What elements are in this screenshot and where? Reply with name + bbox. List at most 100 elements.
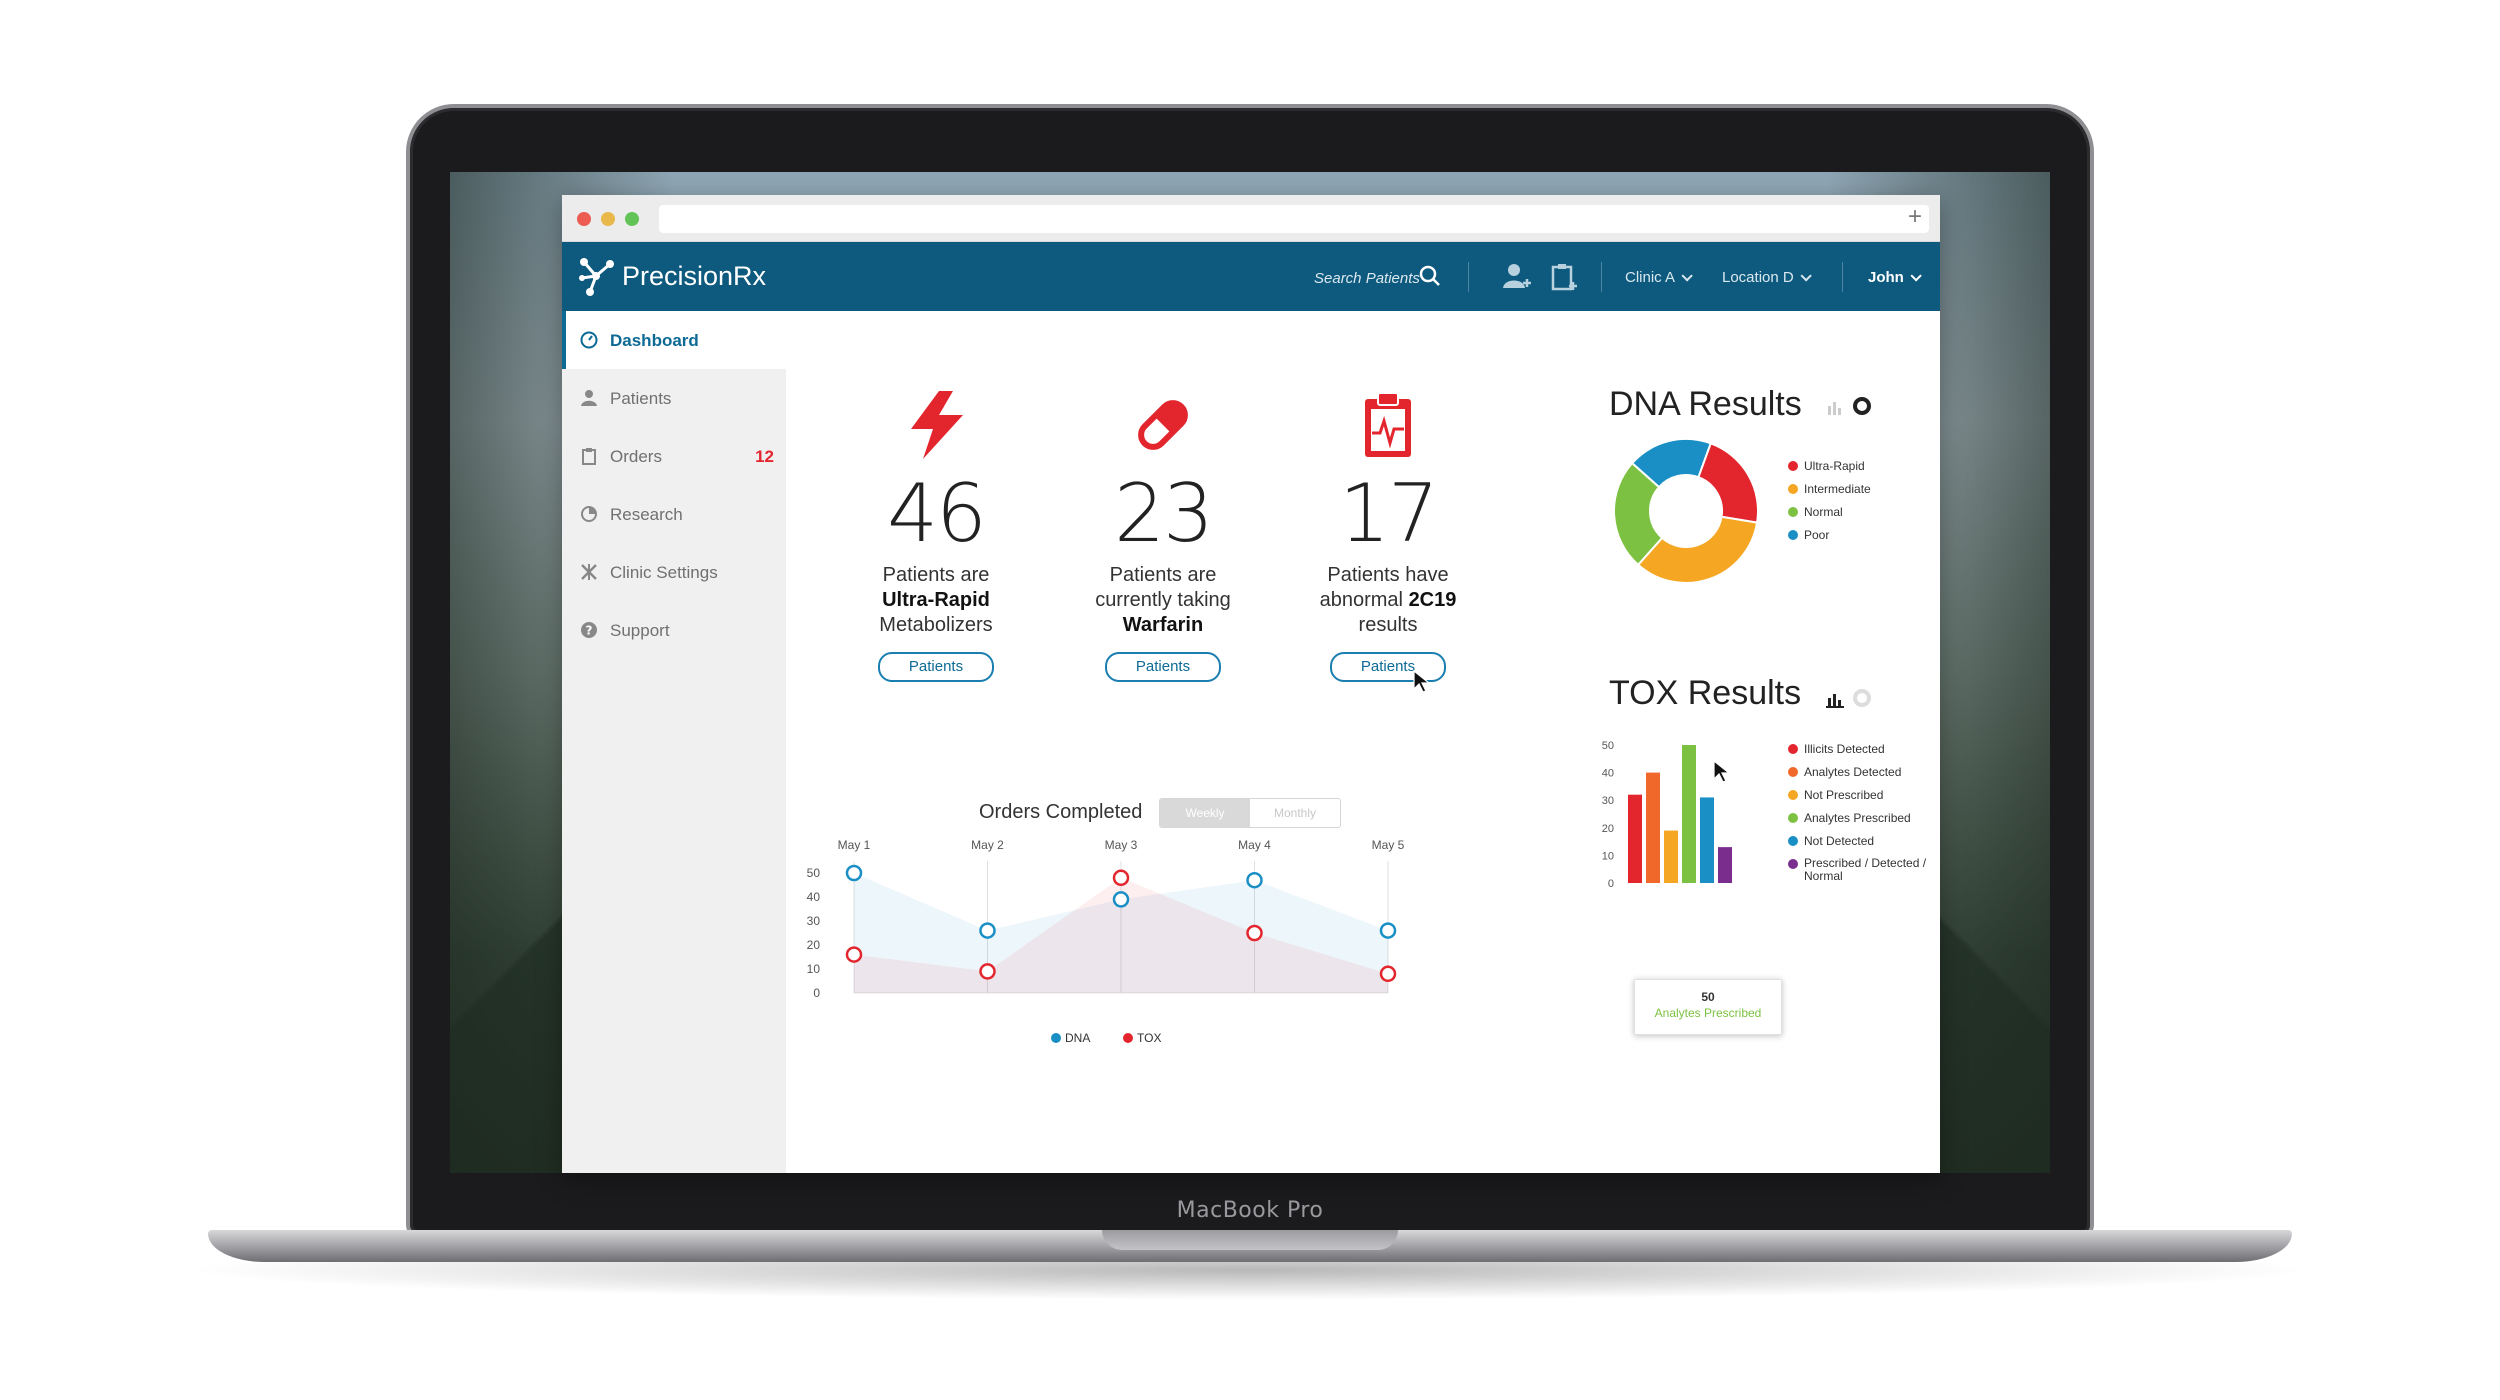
legend-marker-dna: [1051, 1033, 1061, 1043]
mouse-cursor-icon: [1713, 760, 1731, 783]
legend-label: Poor: [1804, 528, 1830, 542]
sidebar-item-label: Research: [610, 505, 683, 524]
orders-area-chart: 0 10 20 30 40 50 May 1 May 2 May 3 May 4 May 5 DNA T…: [807, 838, 1405, 1045]
y-tick-label: 10: [1602, 850, 1614, 862]
clinic-dropdown[interactable]: Clinic A: [1625, 269, 1693, 286]
dashboard-main: 46 Patients are Ultra-Rapid Metabolizers…: [786, 311, 1940, 1173]
dashboard-icon: [580, 331, 598, 349]
patients-button[interactable]: Patients: [1330, 652, 1446, 682]
y-tick-label: 50: [807, 866, 821, 880]
header-divider: [1601, 262, 1602, 292]
location-dropdown[interactable]: Location D: [1722, 269, 1812, 286]
legend-label-dna: DNA: [1065, 1031, 1090, 1045]
tools-icon: [581, 564, 597, 580]
legend-label: Analytes Detected: [1804, 765, 1902, 779]
sidebar-item-clinic-settings[interactable]: Clinic Settings: [562, 543, 786, 601]
legend-label-tox: TOX: [1137, 1031, 1161, 1045]
sidebar-item-patients[interactable]: Patients: [562, 369, 786, 427]
legend-label: Prescribed / Detected / Normal: [1804, 856, 1927, 883]
brand-name: PrecisionRx: [622, 261, 767, 291]
chevron-down-icon: [1681, 270, 1693, 282]
stat-card-ultra-rapid: 46 Patients are Ultra-Rapid Metabolizers…: [836, 391, 1036, 682]
legend-item: Normal: [1788, 505, 1843, 519]
patients-button[interactable]: Patients: [1105, 652, 1221, 682]
legend-label: Illicits Detected: [1804, 742, 1885, 756]
sidebar-item-research[interactable]: Research: [562, 485, 786, 543]
tooltip-value: 50: [1701, 990, 1715, 1004]
app-header: PrecisionRx Search Patients Clinic A Loc…: [562, 242, 1940, 312]
new-tab-button[interactable]: +: [1907, 203, 1922, 230]
donut-chart-icon[interactable]: [1852, 396, 1872, 416]
patients-button[interactable]: Patients: [878, 652, 994, 682]
legend-marker: [1788, 813, 1798, 823]
legend-item: Not Detected: [1788, 834, 1874, 848]
mouse-cursor-icon: [1413, 670, 1431, 693]
user-icon: [581, 390, 597, 406]
browser-chrome: +: [562, 195, 1940, 242]
close-window-button[interactable]: [577, 212, 591, 226]
legend-item: Analytes Prescribed: [1788, 811, 1911, 825]
chevron-down-icon: [1800, 270, 1812, 282]
legend-marker-tox: [1123, 1033, 1133, 1043]
sidebar: Dashboard Patients Orders 12 Research Cl…: [562, 311, 786, 1173]
tooltip-label: Analytes Prescribed: [1654, 1006, 1762, 1020]
legend-marker: [1788, 484, 1798, 494]
logo-icon: [579, 258, 614, 296]
pill-icon: [1138, 400, 1188, 450]
header-divider: [1842, 262, 1843, 292]
bar-chart-icon[interactable]: [1826, 690, 1844, 708]
y-tick-label: 20: [807, 938, 821, 952]
sidebar-item-support[interactable]: ? Support: [562, 601, 786, 659]
legend-item: Prescribed / Detected / Normal: [1788, 857, 1934, 883]
bar: [1646, 772, 1660, 883]
legend-item: Poor: [1788, 528, 1829, 542]
series-area-dna: [854, 873, 1388, 993]
sidebar-item-dashboard[interactable]: Dashboard: [562, 311, 786, 369]
legend-marker: [1788, 836, 1798, 846]
search-input[interactable]: Search Patients: [1314, 270, 1420, 287]
series-area-tox: [854, 877, 1388, 993]
data-point-dna: [1112, 891, 1130, 908]
monthly-toggle[interactable]: Monthly: [1273, 806, 1317, 820]
sidebar-item-label: Support: [610, 621, 670, 640]
bar: [1664, 830, 1678, 883]
y-tick-label: 40: [807, 890, 821, 904]
weekly-toggle[interactable]: Weekly: [1160, 799, 1250, 827]
sidebar-item-label: Patients: [610, 389, 672, 408]
legend-label: Normal: [1804, 505, 1843, 519]
donut-slice-ultra-rapid: [1697, 442, 1759, 524]
add-patient-icon[interactable]: [1502, 262, 1532, 292]
bar-chart-icon[interactable]: [1826, 398, 1844, 416]
stat-description: Patients are currently taking Warfarin: [1095, 564, 1231, 636]
stat-card-warfarin: 23 Patients are currently taking Warfari…: [1063, 391, 1263, 682]
user-menu[interactable]: John: [1868, 269, 1922, 286]
bar: [1718, 847, 1732, 883]
x-tick-label: May 4: [1238, 838, 1271, 852]
bar: [1700, 797, 1714, 883]
search-icon[interactable]: [1419, 265, 1441, 287]
data-point-tox: [845, 946, 863, 963]
legend-label: Not Prescribed: [1804, 788, 1884, 802]
laptop-label: MacBook Pro: [1176, 1198, 1324, 1223]
user-name: John: [1868, 269, 1904, 286]
legend-label: Analytes Prescribed: [1804, 811, 1911, 825]
legend-marker: [1788, 530, 1798, 540]
minimize-window-button[interactable]: [601, 212, 615, 226]
donut-chart-icon[interactable]: [1852, 688, 1872, 708]
legend-marker: [1788, 507, 1798, 517]
legend-marker: [1788, 461, 1798, 471]
orders-count-badge: 12: [755, 447, 774, 466]
clipboard-icon: [582, 448, 596, 465]
x-tick-label: May 3: [1105, 838, 1138, 852]
sidebar-item-label: Dashboard: [610, 331, 699, 350]
stat-value: 23: [1114, 467, 1214, 560]
new-order-icon[interactable]: [1550, 262, 1578, 292]
address-bar[interactable]: [659, 205, 1929, 233]
data-point-tox: [979, 963, 996, 980]
data-point-dna: [1246, 871, 1263, 889]
report-icon: [1365, 392, 1411, 457]
sidebar-item-orders[interactable]: Orders 12: [562, 427, 786, 485]
maximize-window-button[interactable]: [625, 212, 639, 226]
tox-results-title: TOX Results: [1609, 674, 1802, 712]
help-icon: ?: [581, 622, 597, 638]
